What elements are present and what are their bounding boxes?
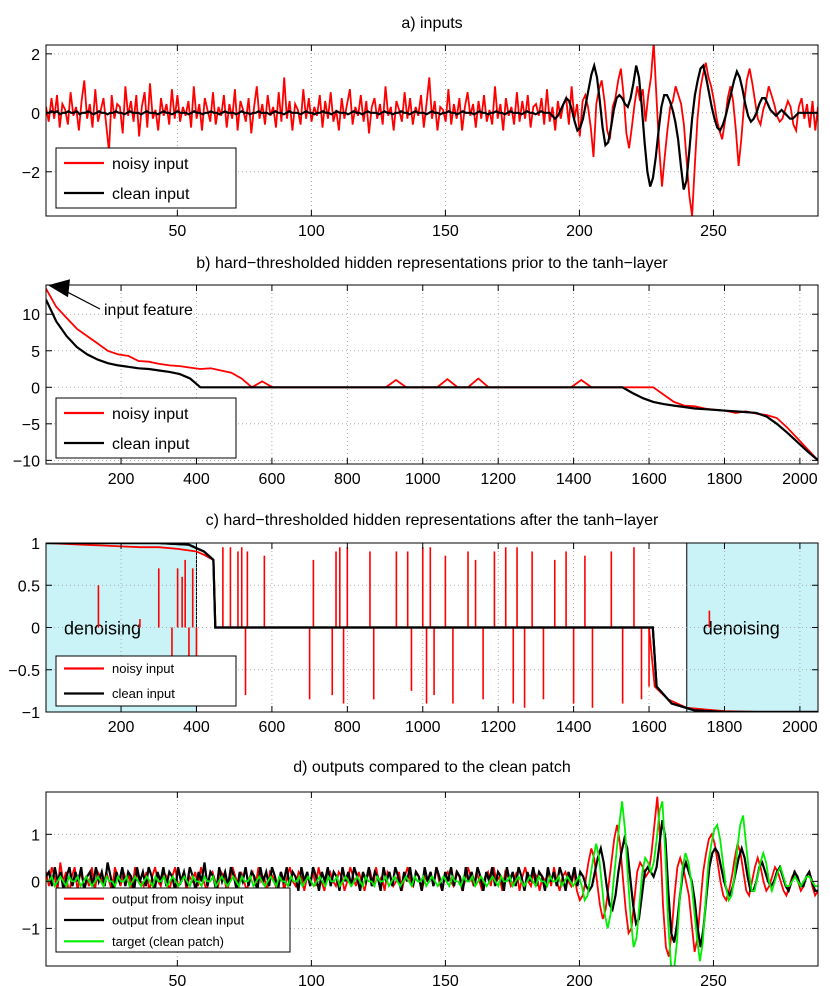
region-label: denoising	[703, 619, 780, 639]
legend-box	[55, 655, 237, 707]
subplot-c: denoising denoising 200 400 600 800 1000 1200 14…	[8, 512, 819, 736]
x-tick-label: 1200	[480, 471, 516, 488]
series-target-clean-patch-	[46, 801, 818, 966]
plot-area	[46, 45, 818, 216]
x-tick-label: 1000	[405, 471, 441, 488]
x-tick-label: 2000	[782, 719, 818, 736]
annotation-label: input feature	[104, 302, 193, 319]
x-tick-label: 600	[259, 719, 286, 736]
legend-label: clean input	[112, 436, 190, 453]
subplot-b: 200 400 600 800 1000 1200 1400 1600 1800 2000 −10 −…	[13, 255, 819, 488]
subplot-title: c) hard−thresholded hidden representatio…	[206, 512, 659, 529]
x-tick-label: 150	[432, 223, 459, 240]
legend-label: noisy input	[112, 156, 189, 173]
x-tick-label: 400	[183, 471, 210, 488]
plot-area	[46, 543, 818, 712]
x-tick-label: 100	[298, 223, 325, 240]
y-tick-label: −10	[13, 453, 40, 470]
x-tick-label: 1200	[480, 719, 516, 736]
x-tick-label: 150	[432, 973, 459, 986]
legend-label: noisy input	[112, 406, 189, 423]
x-tick-label: 1800	[707, 471, 743, 488]
legend-label: target (clean patch)	[112, 934, 224, 949]
y-tick-label: −5	[22, 417, 40, 434]
subplot-a: 50 100 150 200 250 −2 0 2 a) inputs noisy input cl…	[22, 15, 819, 240]
y-tick-label: 1	[31, 827, 40, 844]
y-tick-label: −1	[22, 921, 40, 938]
legend: noisy input clean input	[55, 147, 237, 209]
region-label: denoising	[64, 619, 141, 639]
series-noisy-input	[46, 45, 818, 216]
axes-frame	[45, 791, 819, 967]
x-tick-label: 1400	[556, 471, 592, 488]
subplot-d: 50 100 150 200 250 −1 0 1 d) outputs compared to…	[22, 759, 819, 986]
x-tick-label: 2000	[782, 471, 818, 488]
legend-label: noisy input	[112, 661, 175, 676]
series-clean-input	[46, 61, 818, 190]
x-tick-label: 200	[566, 223, 593, 240]
y-tick-label: 10	[22, 307, 40, 324]
series-clean-input-overlay	[46, 543, 818, 712]
y-tick-label: 0.5	[18, 578, 40, 595]
legend: noisy input clean input	[55, 397, 237, 459]
x-tick-label: 200	[566, 973, 593, 986]
y-tick-label: 1	[31, 536, 40, 553]
axes-frame	[45, 44, 819, 217]
x-tick-label: 200	[108, 719, 135, 736]
x-tick-label: 1600	[631, 471, 667, 488]
x-tick-label: 50	[168, 973, 186, 986]
y-tick-label: −0.5	[8, 663, 40, 680]
x-tick-label: 250	[700, 223, 727, 240]
x-tick-label: 1600	[631, 719, 667, 736]
x-tick-label: 200	[108, 471, 135, 488]
legend-label: output from noisy input	[112, 891, 244, 906]
legend-label: clean input	[112, 686, 175, 701]
x-tick-label: 800	[334, 719, 361, 736]
x-tick-label: 50	[168, 223, 186, 240]
subplot-title: d) outputs compared to the clean patch	[293, 759, 571, 776]
x-tick-label: 100	[298, 973, 325, 986]
legend: output from noisy input output from clean…	[55, 887, 291, 953]
y-tick-label: 2	[31, 47, 40, 64]
y-tick-label: 0	[31, 380, 40, 397]
series-clean-input	[46, 299, 818, 462]
y-tick-label: 5	[31, 344, 40, 361]
x-tick-label: 400	[183, 719, 210, 736]
y-tick-label: 0	[31, 874, 40, 891]
subplot-title: a) inputs	[401, 15, 462, 32]
y-tick-label: 0	[31, 106, 40, 123]
y-tick-label: −2	[22, 165, 40, 182]
x-tick-label: 1400	[556, 719, 592, 736]
subplot-title: b) hard−thresholded hidden representatio…	[196, 255, 668, 272]
legend-label: output from clean input	[112, 913, 245, 928]
legend-label: clean input	[112, 186, 190, 203]
legend: noisy input clean input	[55, 655, 237, 707]
annotation-arrowhead	[48, 279, 70, 298]
plot-area	[46, 288, 818, 462]
x-tick-label: 250	[700, 973, 727, 986]
legend-box	[55, 147, 237, 209]
x-tick-label: 600	[259, 471, 286, 488]
y-tick-label: −1	[22, 705, 40, 722]
legend-box	[55, 397, 237, 459]
x-tick-label: 1800	[707, 719, 743, 736]
axes-frame	[45, 284, 819, 465]
x-tick-label: 800	[334, 471, 361, 488]
y-tick-label: 0	[31, 621, 40, 638]
x-tick-label: 1000	[405, 719, 441, 736]
